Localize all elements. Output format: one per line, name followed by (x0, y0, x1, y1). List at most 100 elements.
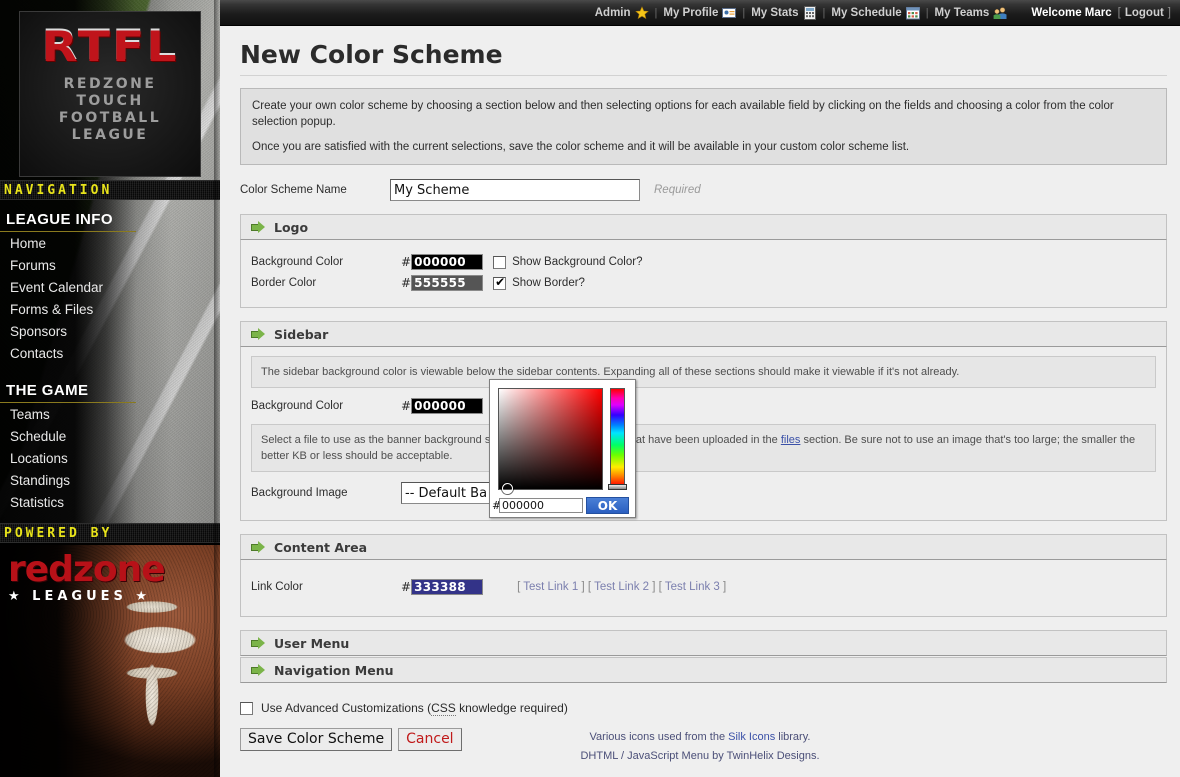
sidebar-item-contacts[interactable]: Contacts (10, 346, 64, 361)
sidebar-item-locations[interactable]: Locations (10, 451, 68, 466)
picker-ok-button[interactable]: OK (586, 497, 629, 514)
link-color-row: Link Color # [ Test Link 1 ] [ Test Link… (251, 579, 1156, 595)
picker-hash: # (492, 499, 502, 512)
info-paragraph-1: Create your own color scheme by choosing… (252, 100, 1114, 128)
sidebar-image-note-d: section. Be sure not to use an (800, 434, 949, 446)
logo-border-color-input[interactable] (411, 275, 484, 291)
link-color-label: Link Color (251, 581, 303, 593)
sidebar-item-standings[interactable]: Standings (10, 473, 71, 488)
topnav-my-schedule[interactable]: My Schedule (825, 6, 925, 20)
picker-hex-input[interactable] (499, 498, 583, 513)
sidebar-image-note-c: files that have been uploaded in the (601, 434, 781, 446)
test-links: [ Test Link 1 ] [ Test Link 2 ] [ Test L… (517, 581, 726, 593)
sidebar-image-note-f: KB or less should be acceptable. (289, 450, 453, 462)
cancel-button[interactable]: Cancel (398, 728, 462, 751)
sidebar-item-sponsors[interactable]: Sponsors (10, 324, 68, 339)
sidebar-item-home[interactable]: Home (10, 236, 47, 251)
bracket-close-3: ] (723, 581, 727, 593)
advanced-customizations-checkbox[interactable] (240, 701, 253, 715)
show-background-color-checkbox[interactable] (493, 255, 507, 269)
sidebar-image-note: Select a file to use as the banner backg… (251, 424, 1156, 472)
arrow-right-icon (251, 664, 265, 676)
test-link-3[interactable]: Test Link 3 (664, 581, 720, 593)
league-logo-initials: RTFL (41, 22, 179, 71)
css-abbr: CSS (431, 701, 456, 716)
topnav-my-stats[interactable]: My Stats (745, 6, 822, 20)
color-picker-popup[interactable]: # OK (489, 379, 636, 518)
redzone-logo-subtitle: ★ LEAGUES ★ (8, 589, 152, 604)
footer-line-1: Various icons used from the Silk Icons l… (220, 728, 1180, 747)
scheme-name-row: Color Scheme Name Required (240, 179, 1180, 201)
bracket-open-2: [ (587, 581, 592, 593)
show-border-label: Show Border? (512, 277, 585, 289)
section-title-logo: Logo (274, 219, 309, 235)
sidebar-item-forums[interactable]: Forums (10, 258, 56, 273)
show-border-checkbox[interactable] (493, 275, 507, 290)
bracket-open-1: [ (517, 581, 521, 593)
footer-line-2: DHTML / JavaScript Menu by TwinHelix Des… (580, 750, 820, 762)
redzone-leagues-logo[interactable]: redzone ★ LEAGUES ★ (8, 549, 168, 605)
scheme-name-label: Color Scheme Name (240, 184, 347, 196)
hue-slider-handle[interactable] (608, 484, 627, 490)
sidebar-background-color-label: Background Color (251, 400, 344, 412)
sidebar: RTFL REDZONE TOUCH FOOTBALL LEAGUE NAVIG… (0, 0, 220, 777)
redzone-logo-word: redzone (8, 549, 166, 590)
sidebar-item-forms-files[interactable]: Forms & Files (10, 302, 94, 317)
league-logo-line2: TOUCH (76, 93, 144, 109)
section-header-user-menu[interactable]: User Menu (240, 630, 1167, 656)
section-header-content-area[interactable]: Content Area (240, 534, 1167, 560)
sidebar-background-hash: # (401, 399, 412, 413)
league-logo-line4: LEAGUE (71, 127, 149, 143)
test-link-1[interactable]: Test Link 1 (523, 581, 579, 593)
link-color-input[interactable] (411, 579, 484, 595)
scheme-name-required-hint: Required (654, 184, 701, 196)
arrow-right-icon (251, 328, 265, 340)
hue-slider[interactable] (610, 388, 625, 490)
top-navigation-bar: Admin | My Profile | My Stats | My Sched… (220, 0, 1180, 26)
files-link[interactable]: files (780, 434, 801, 446)
topnav-separator: | (654, 7, 658, 19)
silk-icons-link[interactable]: Silk Icons (728, 731, 776, 743)
topnav-admin[interactable]: Admin (589, 6, 655, 20)
scheme-name-input[interactable] (390, 179, 640, 201)
saturation-value-box[interactable] (498, 388, 603, 494)
section-body-content-area: Link Color # [ Test Link 1 ] [ Test Link… (240, 560, 1167, 617)
logo-background-color-input[interactable] (411, 254, 484, 270)
sidebar-background-image-row: Background Image -- Default Ba (251, 482, 1156, 504)
section-body-logo: Background Color # Show Background Color… (240, 240, 1167, 308)
logo-background-hash: # (401, 255, 412, 269)
footer-line-1-b: library. (775, 731, 811, 743)
advanced-label-before: Use Advanced Customizations ( (261, 701, 432, 715)
league-logo[interactable]: RTFL REDZONE TOUCH FOOTBALL LEAGUE (19, 11, 201, 177)
test-link-2[interactable]: Test Link 2 (594, 581, 650, 593)
league-logo-line3: FOOTBALL (58, 110, 162, 126)
sidebar-background-color-input[interactable] (411, 398, 484, 414)
section-title-navigation-menu: Navigation Menu (274, 662, 394, 678)
sidebar-item-statistics[interactable]: Statistics (10, 495, 65, 510)
logout-link[interactable]: Logout (1124, 7, 1164, 19)
sidebar-edge-shadow (214, 0, 220, 777)
sidebar-image-note-e: image that's too large; the smaller the … (261, 434, 1136, 462)
logo-background-color-row: Background Color # Show Background Color… (251, 254, 1156, 270)
bracket-open-3: [ (658, 581, 662, 593)
section-header-logo[interactable]: Logo (240, 214, 1167, 240)
save-color-scheme-button[interactable]: Save Color Scheme (240, 728, 393, 751)
advanced-customizations-label: Use Advanced Customizations (CSS knowled… (261, 701, 568, 716)
nav-heading-league-info: LEAGUE INFO (0, 205, 136, 232)
sv-selector-handle[interactable] (502, 483, 513, 494)
section-header-navigation-menu[interactable]: Navigation Menu (240, 657, 1167, 683)
sidebar-background-image-label: Background Image (251, 487, 348, 499)
sidebar-item-event-calendar[interactable]: Event Calendar (10, 280, 104, 295)
topnav-my-profile[interactable]: My Profile (657, 6, 742, 20)
navigation-bar-label: NAVIGATION (0, 180, 220, 200)
sidebar-background-image-select[interactable]: -- Default Ba (401, 482, 501, 504)
sidebar-item-teams[interactable]: Teams (10, 407, 50, 422)
page-footer: Various icons used from the Silk Icons l… (220, 728, 1180, 766)
calendar-icon (905, 6, 920, 20)
form-actions: Save Color Scheme Cancel (240, 728, 1180, 751)
topnav-my-teams[interactable]: My Teams (929, 6, 1014, 20)
sidebar-background-color-row: Background Color # (251, 398, 1156, 414)
section-header-sidebar[interactable]: Sidebar (240, 321, 1167, 347)
league-logo-line1: REDZONE (63, 76, 157, 92)
sidebar-item-schedule[interactable]: Schedule (10, 429, 67, 444)
